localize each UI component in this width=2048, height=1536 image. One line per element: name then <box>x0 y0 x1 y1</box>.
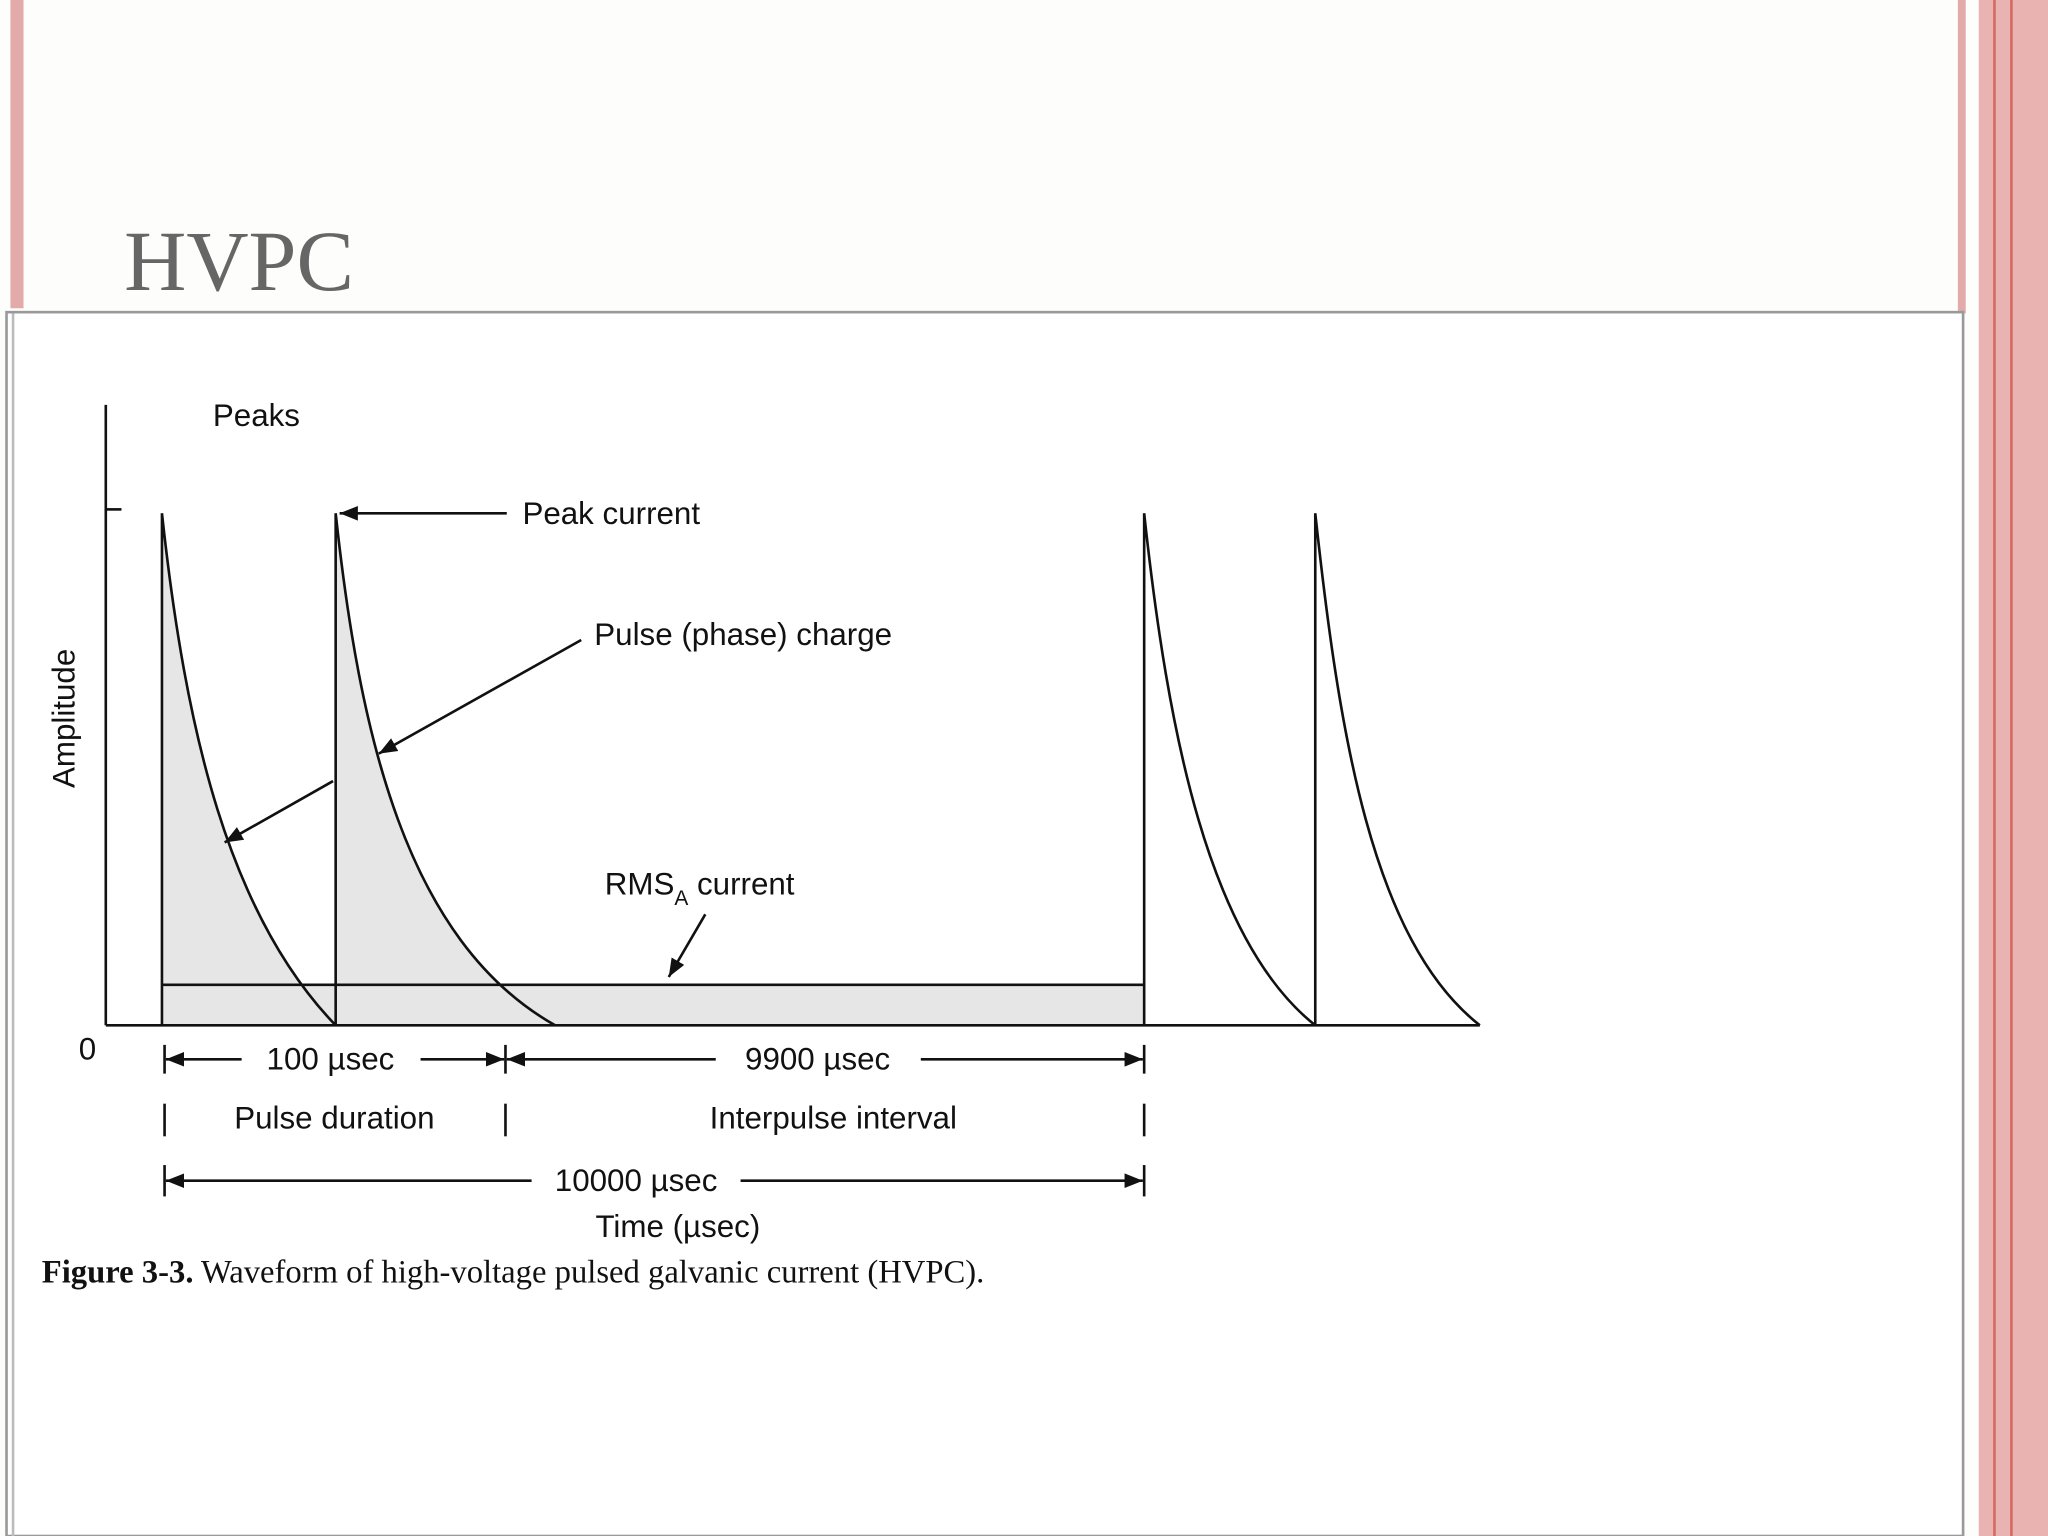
dimension-label: 9900 µsec <box>745 1042 890 1077</box>
caption: Figure 3-3. Waveform of high-voltage pul… <box>42 1255 985 1291</box>
arrow <box>224 779 334 844</box>
pulse <box>160 513 337 1027</box>
arrow <box>667 913 707 978</box>
dimension-label: 10000 µsec <box>555 1163 718 1198</box>
right-stripe <box>1978 0 2048 1536</box>
label: RMSA current <box>605 867 795 910</box>
label: Pulse (phase) charge <box>594 617 892 652</box>
x-axis-label: Time (µsec) <box>595 1209 760 1244</box>
figure-frame <box>5 310 1965 1536</box>
label-sub: A <box>674 887 688 910</box>
label: Peaks <box>213 398 300 433</box>
label-part: RMS <box>605 867 675 902</box>
diagram: Peaks Peak current Pulse (phase) charge … <box>42 398 1481 1291</box>
dimension-label: Interpulse interval <box>710 1100 957 1135</box>
pulse <box>1313 513 1481 1027</box>
dimension-label: Pulse duration <box>234 1100 434 1135</box>
y-axis-label: Amplitude <box>46 649 81 788</box>
right-accent <box>1957 0 1966 314</box>
caption-text: Waveform of high-voltage pulsed galvanic… <box>193 1255 984 1291</box>
rms-area <box>161 984 1145 1026</box>
caption-number: Figure 3-3. <box>42 1255 194 1291</box>
origin-label: 0 <box>79 1031 96 1066</box>
slide-title: HVPC <box>124 213 354 309</box>
dimension-lines <box>163 1044 1146 1197</box>
pulse <box>1142 513 1317 1027</box>
label-part: current <box>688 867 795 902</box>
pulse-area <box>335 513 556 1026</box>
arrow <box>378 638 582 755</box>
pulse <box>334 513 556 1027</box>
dimension-label: 100 µsec <box>267 1042 395 1077</box>
label: Peak current <box>522 496 700 531</box>
pulse-area <box>161 513 336 1026</box>
left-accent <box>10 0 24 309</box>
